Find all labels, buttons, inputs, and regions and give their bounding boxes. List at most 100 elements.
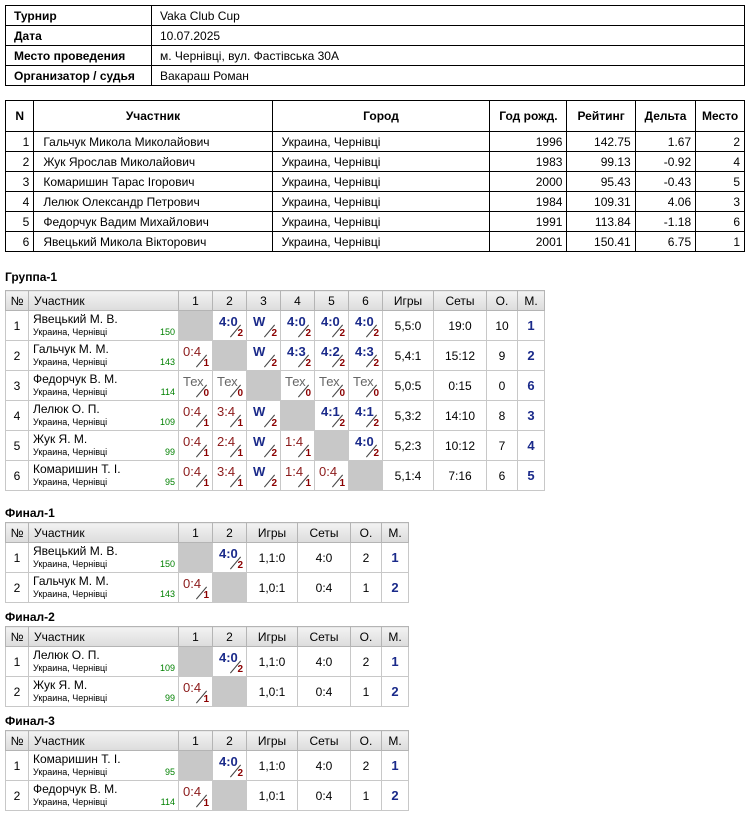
col-games: Игры: [246, 730, 298, 751]
place-cell: 1: [517, 310, 545, 341]
result-cell: 4:1 2: [314, 400, 349, 431]
player-rating: 95: [164, 767, 175, 777]
row-number: 2: [5, 780, 29, 811]
col-participant: Участник: [28, 730, 179, 751]
points-cell: 7: [486, 430, 518, 461]
participant-cell: 3: [695, 191, 745, 212]
group-row: 2 Гальчук М. М. Украина, Чернівці 143 0:4 1 1,…: [5, 572, 409, 603]
player-cell: Явецький М. В. Украина, Чернівці 150: [28, 542, 179, 573]
participant-row: 3 Комаришин Тарас Ігорович Украина, Чернів…: [4, 171, 745, 192]
group-row: 2 Жук Я. М. Украина, Чернівці 99 0:4 1 1,0:1 0:…: [5, 676, 409, 707]
games-cell: 5,4:1: [382, 340, 434, 371]
participant-cell: 1996: [489, 131, 568, 152]
self-match-cell: [280, 400, 315, 431]
participant-cell: 1.67: [634, 131, 697, 152]
match-points: 2: [373, 328, 379, 339]
points-cell: 2: [350, 542, 382, 573]
place-value: 5: [527, 468, 535, 483]
match-points: 1: [203, 418, 209, 429]
participants-header: N: [4, 100, 35, 132]
player-rating: 109: [159, 417, 175, 427]
row-number: 2: [5, 340, 29, 371]
result-cell: 4:0 2: [212, 646, 247, 677]
row-number: 1: [5, 310, 29, 341]
player-name: Явецький М. В.: [33, 312, 118, 326]
player-name: Лелюк О. П.: [33, 648, 100, 662]
col-participant: Участник: [28, 522, 179, 543]
place-value: 3: [527, 408, 535, 423]
col-opponent: 1: [178, 522, 213, 543]
col-opponent: 2: [212, 290, 247, 311]
match-points: 1: [203, 478, 209, 489]
info-key: Место проведения: [5, 45, 152, 66]
sets-cell: 4:0: [297, 542, 351, 573]
sets-cell: 4:0: [297, 750, 351, 781]
player-city: Украина, Чернівці: [33, 327, 108, 337]
participant-cell: 99.13: [566, 151, 636, 172]
sets-cell: 10:12: [433, 430, 487, 461]
participant-cell: 5: [695, 171, 745, 192]
player-city: Украина, Чернівці: [33, 559, 108, 569]
games-cell: 1,0:1: [246, 572, 298, 603]
player-name: Жук Я. М.: [33, 432, 88, 446]
place-cell: 4: [517, 430, 545, 461]
col-participant: Участник: [28, 626, 179, 647]
participants-header: Место: [695, 100, 745, 132]
player-rating: 114: [160, 797, 175, 807]
info-key: Дата: [5, 25, 152, 46]
col-number: №: [5, 290, 29, 311]
result-cell: Тех 0: [348, 370, 383, 401]
player-city: Украина, Чернівці: [33, 589, 108, 599]
points-cell: 1: [350, 676, 382, 707]
participant-cell: 2000: [489, 171, 568, 192]
player-cell: Комаришин Т. І. Украина, Чернівці 95: [28, 460, 179, 491]
info-value: Вакараш Роман: [151, 65, 745, 86]
participant-cell: 6.75: [634, 231, 697, 252]
place-value: 4: [527, 438, 535, 453]
self-match-cell: [212, 572, 247, 603]
participant-cell: 2: [695, 131, 745, 152]
group-row: 5 Жук Я. М. Украина, Чернівці 99 0:4 1 2:4 1 W 2 1…: [5, 430, 545, 461]
info-value: м. Чернівці, вул. Фастівська 30А: [151, 45, 745, 66]
col-opponent: 6: [348, 290, 383, 311]
group-table: № Участник 1 2 Игры Сеты О. М. 1 Лелюк О. П. Украи…: [5, 626, 409, 707]
col-sets: Сеты: [433, 290, 487, 311]
self-match-cell: [314, 430, 349, 461]
group-row: 2 Федорчук В. М. Украина, Чернівці 114 0:4 1 1…: [5, 780, 409, 811]
group-row: 1 Явецький М. В. Украина, Чернівці 150 4:0 2 1…: [5, 542, 409, 573]
place-cell: 3: [517, 400, 545, 431]
match-points: 2: [373, 358, 379, 369]
sets-cell: 0:4: [297, 780, 351, 811]
place-cell: 2: [381, 780, 409, 811]
participant-cell: 1: [4, 131, 35, 152]
points-cell: 6: [486, 460, 518, 491]
games-cell: 5,0:5: [382, 370, 434, 401]
match-points: 1: [305, 478, 311, 489]
col-place: М.: [381, 522, 409, 543]
participant-cell: 3: [4, 171, 35, 192]
result-cell: 4:3 2: [280, 340, 315, 371]
participant-row: 4 Лелюк Олександр Петрович Украина, Чернів…: [4, 191, 745, 212]
match-points: 1: [305, 448, 311, 459]
place-value: 6: [527, 378, 535, 393]
group-row: 1 Лелюк О. П. Украина, Чернівці 109 4:0 2 1,1:…: [5, 646, 409, 677]
participants-header: Год рожд.: [489, 100, 568, 132]
info-row: Организатор / судья Вакараш Роман: [5, 65, 745, 86]
result-cell: 4:0 2: [314, 310, 349, 341]
games-cell: 5,1:4: [382, 460, 434, 491]
participant-cell: Украина, Чернівці: [271, 171, 491, 192]
participant-cell: Лелюк Олександр Петрович: [33, 191, 273, 212]
participant-cell: 1: [695, 231, 745, 252]
match-points: 1: [203, 358, 209, 369]
player-rating: 143: [159, 589, 175, 599]
player-rating: 114: [160, 387, 175, 397]
group-title: Финал-2: [5, 610, 55, 624]
player-city: Украина, Чернівці: [33, 357, 108, 367]
place-cell: 6: [517, 370, 545, 401]
info-row: Дата 10.07.2025: [5, 25, 745, 46]
participants-table: N Участник Город Год рожд. Рейтинг Дельта Мест…: [4, 100, 745, 252]
self-match-cell: [212, 340, 247, 371]
player-city: Украина, Чернівці: [33, 387, 108, 397]
match-points: 2: [271, 358, 277, 369]
player-cell: Лелюк О. П. Украина, Чернівці 109: [28, 400, 179, 431]
